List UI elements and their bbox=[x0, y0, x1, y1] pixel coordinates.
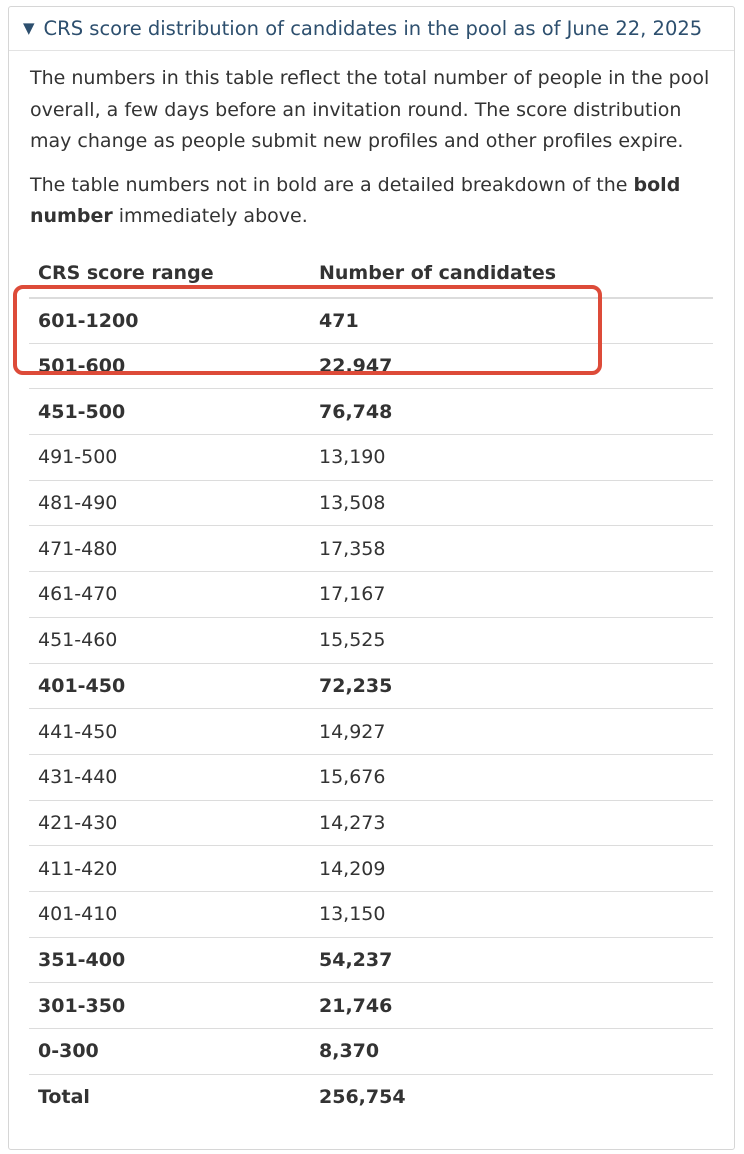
total-count-cell: 256,754 bbox=[319, 1086, 406, 1109]
candidate-count-cell: 13,150 bbox=[319, 903, 386, 926]
candidate-count-cell: 54,237 bbox=[319, 948, 393, 971]
table-row: 451-500 76,748 bbox=[29, 388, 713, 435]
score-range-cell: 461-470 bbox=[38, 583, 118, 606]
candidate-count-cell: 15,525 bbox=[319, 629, 386, 652]
score-range-cell: 471-480 bbox=[38, 537, 118, 560]
table-row: 501-600 22,947 bbox=[29, 343, 713, 389]
table-row: 601-1200 471 bbox=[29, 297, 713, 344]
bold-explanation-paragraph: The table numbers not in bold are a deta… bbox=[30, 170, 714, 233]
paragraph-text-post: immediately above. bbox=[112, 205, 308, 227]
table-row: 451-460 15,525 bbox=[29, 617, 713, 663]
score-range-cell: 441-450 bbox=[38, 720, 118, 743]
score-range-cell: 351-400 bbox=[38, 948, 126, 971]
paragraph-text-pre: The table numbers not in bold are a deta… bbox=[30, 173, 634, 196]
candidate-count-cell: 15,676 bbox=[319, 766, 386, 789]
candidate-count-cell: 76,748 bbox=[319, 400, 393, 423]
candidate-count-cell: 14,209 bbox=[319, 857, 386, 880]
candidate-count-cell: 14,927 bbox=[319, 720, 386, 743]
table-body: 601-1200 471 501-600 22,947 451-500 76,748 491… bbox=[29, 297, 713, 1120]
score-range-cell: 0-300 bbox=[38, 1040, 99, 1063]
crs-details-panel: ▼ CRS score distribution of candidates i… bbox=[8, 6, 735, 1150]
table-row: 431-440 15,676 bbox=[29, 754, 713, 800]
score-range-cell: 601-1200 bbox=[38, 309, 139, 332]
candidate-count-cell: 8,370 bbox=[319, 1040, 380, 1063]
paragraph-text-bold: bold number bbox=[30, 173, 681, 228]
candidate-count-cell: 22,947 bbox=[319, 355, 393, 378]
table-row: 461-470 17,167 bbox=[29, 571, 713, 618]
candidate-count-cell: 14,273 bbox=[319, 811, 386, 834]
details-summary-label: CRS score distribution of candidates in … bbox=[43, 17, 703, 40]
score-range-cell: 491-500 bbox=[38, 446, 118, 469]
table-row: 491-500 13,190 bbox=[29, 434, 713, 481]
triangle-down-icon: ▼ bbox=[23, 18, 35, 37]
table-row: 351-400 54,237 bbox=[29, 937, 713, 983]
score-range-cell: 431-440 bbox=[38, 766, 118, 789]
table-total-row: Total 256,754 bbox=[29, 1074, 713, 1120]
score-range-cell: 401-410 bbox=[38, 903, 118, 926]
details-summary-toggle[interactable]: ▼ CRS score distribution of candidates i… bbox=[9, 7, 734, 51]
table-row: 481-490 13,508 bbox=[29, 480, 713, 526]
total-label-cell: Total bbox=[38, 1086, 90, 1109]
score-range-cell: 301-350 bbox=[38, 994, 126, 1017]
crs-distribution-table: CRS score range Number of candidates 601… bbox=[29, 250, 713, 1120]
table-row: 421-430 14,273 bbox=[29, 800, 713, 846]
score-range-cell: 501-600 bbox=[38, 355, 126, 378]
details-content: The numbers in this table reflect the to… bbox=[9, 63, 734, 1120]
score-range-cell: 411-420 bbox=[38, 857, 118, 880]
candidate-count-cell: 13,190 bbox=[319, 446, 386, 469]
table-row: 401-450 72,235 bbox=[29, 663, 713, 709]
table-row: 441-450 14,927 bbox=[29, 708, 713, 755]
intro-paragraph: The numbers in this table reflect the to… bbox=[30, 67, 710, 152]
score-range-cell: 451-460 bbox=[38, 629, 118, 652]
table-header-row: CRS score range Number of candidates bbox=[29, 250, 713, 298]
score-range-cell: 421-430 bbox=[38, 811, 118, 834]
score-range-cell: 451-500 bbox=[38, 400, 126, 423]
candidate-count-cell: 17,167 bbox=[319, 583, 386, 606]
table-row: 411-420 14,209 bbox=[29, 845, 713, 892]
column-header-count: Number of candidates bbox=[319, 262, 557, 284]
table-row: 401-410 13,150 bbox=[29, 891, 713, 937]
table-row: 0-300 8,370 bbox=[29, 1028, 713, 1075]
score-range-cell: 401-450 bbox=[38, 674, 126, 697]
score-range-cell: 481-490 bbox=[38, 492, 118, 515]
candidate-count-cell: 13,508 bbox=[319, 492, 386, 515]
candidate-count-cell: 471 bbox=[319, 309, 359, 332]
candidate-count-cell: 72,235 bbox=[319, 674, 393, 697]
candidate-count-cell: 21,746 bbox=[319, 994, 393, 1017]
table-row: 301-350 21,746 bbox=[29, 982, 713, 1029]
table-row: 471-480 17,358 bbox=[29, 525, 713, 572]
candidate-count-cell: 17,358 bbox=[319, 537, 386, 560]
column-header-range: CRS score range bbox=[38, 262, 214, 284]
